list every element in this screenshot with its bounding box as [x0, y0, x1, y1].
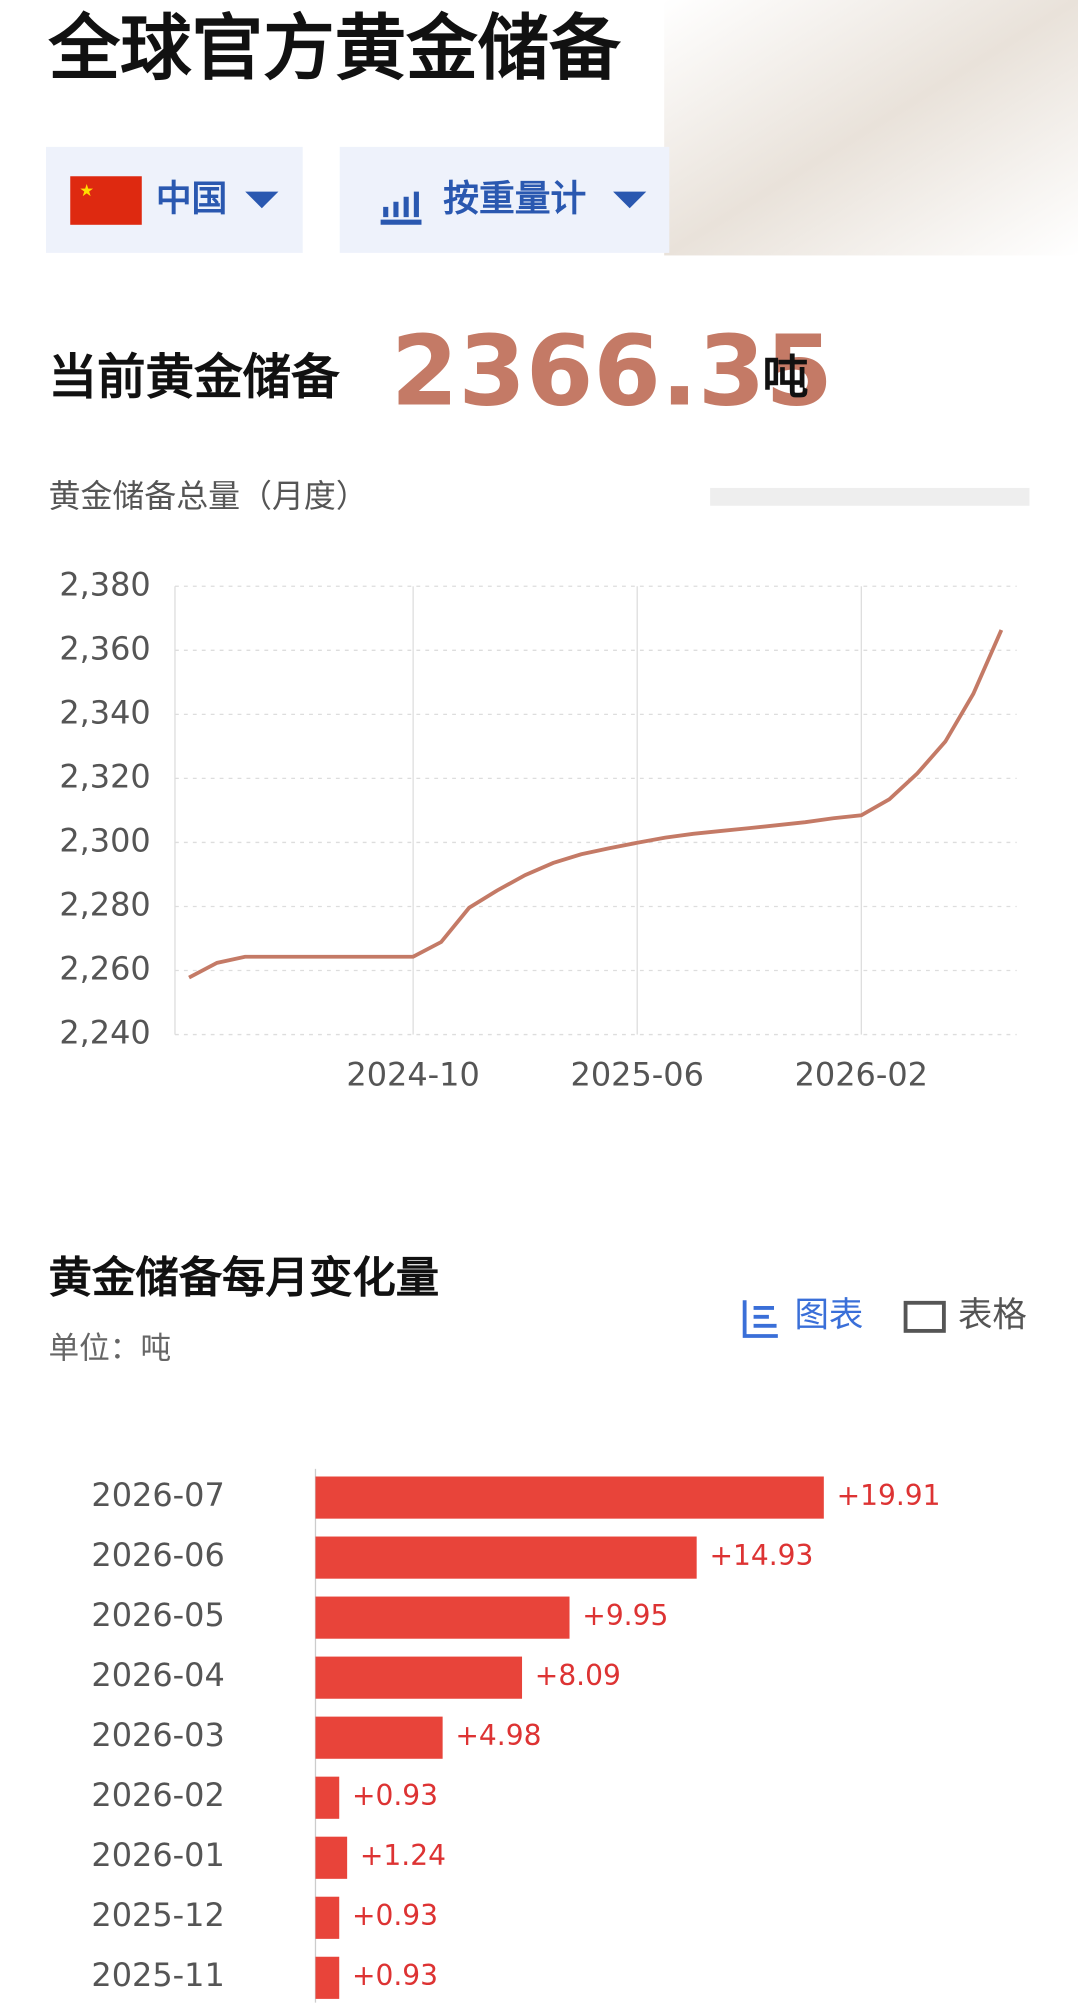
y-tick-label: 2,340 — [59, 693, 150, 731]
y-tick-label: 2026-01 — [91, 1836, 224, 1874]
value-label: +8.09 — [535, 1659, 621, 1692]
current-unit: 吨 — [763, 350, 809, 404]
x-tick-label: 2026-02 — [795, 1056, 928, 1094]
country-label[interactable]: 中国 — [156, 179, 228, 220]
value-label: +19.91 — [837, 1479, 941, 1512]
bar — [315, 1596, 570, 1639]
y-tick-label: 2,300 — [59, 821, 150, 859]
y-tick-label: 2,260 — [59, 950, 150, 988]
x-tick-label: 2025-06 — [571, 1056, 704, 1094]
y-tick-label: 2,380 — [59, 565, 150, 603]
dropdown-arrow — [245, 191, 279, 209]
value-label: +14.93 — [709, 1539, 813, 1572]
flag — [70, 176, 142, 225]
page-title: 全球官方黄金储备 — [48, 7, 622, 90]
bar — [315, 1536, 697, 1579]
table-tab-icon — [903, 1300, 946, 1333]
bar — [315, 1656, 523, 1699]
bar — [315, 1776, 340, 1819]
bar — [315, 1836, 348, 1879]
y-tick-label: 2025-11 — [91, 1956, 224, 1994]
y-tick-label: 2026-06 — [91, 1536, 224, 1574]
header-image — [664, 0, 1078, 256]
line-series — [188, 629, 1004, 980]
measure-selector[interactable] — [339, 146, 670, 253]
bar — [315, 1956, 340, 1999]
flag-star: ★ — [79, 181, 94, 200]
value-label: +4.98 — [455, 1719, 541, 1752]
y-tick-label: 2026-05 — [91, 1596, 224, 1634]
y-tick-label: 2,280 — [59, 885, 150, 923]
current-value: 2366.35 — [391, 314, 833, 427]
dropdown-arrow — [613, 191, 647, 209]
chart-tab[interactable]: 图表 — [794, 1295, 863, 1335]
blurred-note — [710, 487, 1030, 506]
y-tick-label: 2,320 — [59, 757, 150, 795]
y-tick-label: 2026-04 — [91, 1656, 224, 1694]
table-tab[interactable]: 表格 — [958, 1295, 1027, 1335]
chart-title: 黄金储备总量（月度） — [49, 477, 368, 515]
section-title: 黄金储备每月变化量 — [49, 1254, 440, 1304]
bar — [315, 1716, 443, 1759]
bar — [315, 1896, 340, 1939]
value-label: +9.95 — [582, 1599, 668, 1632]
value-label: +0.93 — [352, 1779, 438, 1812]
bar — [315, 1476, 824, 1519]
x-tick-label: 2024-10 — [346, 1056, 479, 1094]
y-tick-label: 2,360 — [59, 629, 150, 667]
y-tick-label: 2025-12 — [91, 1896, 224, 1934]
measure-label[interactable]: 按重量计 — [443, 179, 586, 220]
y-tick-label: 2026-02 — [91, 1776, 224, 1814]
y-tick-label: 2026-07 — [91, 1476, 224, 1514]
current-label: 当前黄金储备 — [49, 350, 341, 406]
value-label: +1.24 — [360, 1839, 446, 1872]
value-label: +0.93 — [352, 1899, 438, 1932]
y-tick-label: 2,240 — [59, 1014, 150, 1052]
measure-icon — [380, 191, 422, 225]
value-label: +0.93 — [352, 1959, 438, 1992]
y-tick-label: 2026-03 — [91, 1716, 224, 1754]
unit-label: 单位：吨 — [49, 1332, 172, 1367]
chart-tab-icon — [742, 1300, 778, 1338]
